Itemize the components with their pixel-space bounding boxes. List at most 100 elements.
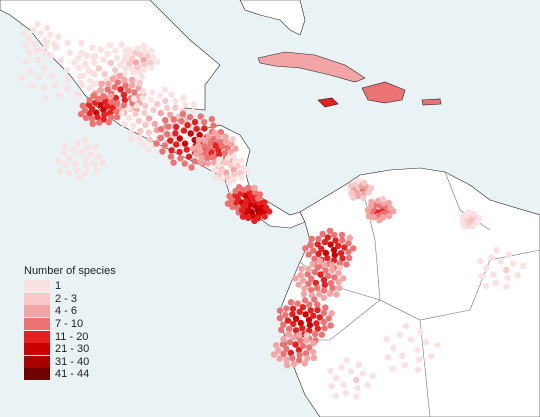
richness-cell [194, 142, 202, 149]
richness-cell [100, 116, 107, 123]
legend-swatch [24, 305, 50, 318]
richness-cell [291, 360, 298, 368]
richness-cell [188, 164, 195, 171]
richness-cell [41, 64, 48, 72]
richness-cell [306, 301, 313, 308]
richness-cell [407, 336, 415, 343]
richness-cell [153, 58, 161, 65]
richness-cell [333, 291, 340, 298]
richness-cell [148, 47, 155, 55]
richness-cell [77, 79, 84, 86]
legend-item: 31 - 40 [24, 355, 164, 369]
richness-cell [285, 325, 293, 333]
richness-cell [342, 389, 349, 396]
richness-cell [56, 168, 64, 175]
richness-cell [301, 297, 309, 304]
richness-cell [289, 354, 296, 362]
richness-cell [314, 325, 321, 332]
richness-cell [320, 294, 328, 302]
richness-cell [37, 29, 44, 37]
richness-cell [112, 94, 120, 102]
legend-item: 41 - 44 [24, 368, 164, 381]
richness-cell [335, 278, 342, 286]
legend-label: 1 [55, 280, 62, 293]
richness-cell [47, 52, 54, 59]
richness-cell [77, 110, 85, 118]
richness-cell [117, 86, 124, 93]
richness-cell [204, 160, 212, 167]
richness-cell [75, 175, 83, 182]
richness-cell [141, 61, 148, 68]
richness-cell [321, 325, 328, 332]
richness-cell [210, 135, 217, 143]
richness-cell [139, 94, 146, 102]
richness-cell [90, 92, 97, 99]
richness-cell [314, 301, 321, 308]
richness-cell [304, 355, 311, 362]
richness-cell [287, 299, 295, 306]
richness-cell [399, 352, 406, 359]
richness-cell [308, 235, 315, 242]
richness-cell [275, 347, 282, 354]
richness-cell [205, 132, 212, 140]
richness-cell [135, 117, 142, 124]
richness-cell [319, 230, 326, 238]
richness-cell [96, 119, 103, 126]
richness-cell [283, 356, 290, 364]
richness-cell [125, 105, 133, 112]
richness-cell [89, 44, 96, 52]
richness-cell [283, 362, 291, 369]
richness-cell [141, 109, 148, 117]
richness-cell [335, 242, 342, 249]
richness-cell [355, 177, 362, 184]
richness-cell [326, 227, 334, 234]
richness-cell [181, 160, 188, 167]
richness-cell [212, 174, 219, 182]
richness-cell [109, 75, 116, 83]
legend-label: 7 - 10 [55, 318, 84, 331]
richness-cell [390, 344, 397, 351]
richness-cell [383, 336, 390, 343]
richness-cell [503, 266, 510, 274]
richness-cell [465, 208, 472, 216]
richness-cell [314, 264, 322, 271]
richness-cell [64, 39, 71, 47]
legend-swatch [24, 318, 50, 331]
richness-cell [280, 321, 287, 328]
richness-cell [136, 69, 143, 77]
richness-cell [177, 155, 184, 162]
richness-cell [475, 215, 483, 222]
richness-cell [232, 145, 239, 152]
richness-cell [245, 184, 252, 191]
richness-cell [353, 376, 360, 384]
richness-cell [193, 125, 200, 132]
richness-cell [417, 328, 424, 336]
richness-cell [136, 134, 143, 141]
richness-cell [336, 264, 343, 271]
richness-cell [86, 84, 93, 92]
richness-cell [503, 283, 510, 290]
richness-cell [119, 110, 126, 117]
richness-cell [470, 210, 477, 218]
richness-cell [310, 312, 317, 319]
richness-cell [127, 136, 135, 143]
richness-cell [218, 176, 225, 183]
richness-cell [298, 265, 305, 272]
richness-cell [131, 89, 138, 96]
island-cuba [257, 51, 366, 83]
richness-cell [209, 153, 216, 161]
richness-cell [299, 342, 307, 350]
richness-cell [390, 208, 397, 215]
richness-cell [289, 334, 297, 341]
richness-cell [135, 84, 142, 92]
richness-cell [146, 136, 154, 143]
richness-cell [128, 76, 136, 84]
richness-cell [328, 382, 335, 390]
richness-cell [153, 140, 160, 147]
richness-cell [290, 320, 297, 328]
richness-cell [302, 350, 310, 357]
richness-cell [120, 91, 128, 99]
richness-cell [322, 304, 329, 311]
